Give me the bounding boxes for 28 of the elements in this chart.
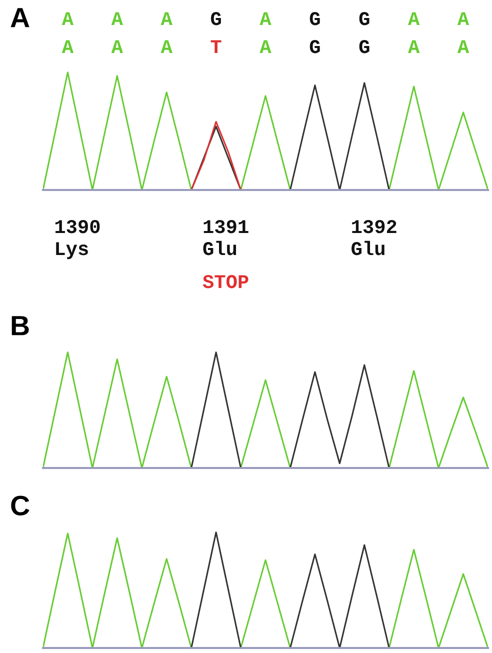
chart-title: C: [11, 496, 30, 516]
text: 1390: [55, 220, 100, 234]
text: 1392: [352, 220, 396, 234]
text: A: [408, 40, 420, 54]
text: A: [457, 12, 470, 26]
text: STOP: [202, 275, 248, 288]
text: A: [260, 40, 272, 54]
text: A: [260, 12, 272, 26]
text: G: [359, 40, 370, 54]
text: G: [359, 12, 370, 26]
text: G: [310, 12, 320, 26]
text: A: [408, 12, 420, 26]
text: A: [160, 40, 172, 54]
text: G: [210, 12, 221, 26]
text: Glu: [203, 240, 236, 256]
text: A: [457, 40, 470, 54]
text: T: [210, 40, 222, 54]
text: A: [111, 40, 123, 54]
text: A: [111, 12, 123, 26]
text: G: [310, 40, 320, 54]
text: A: [62, 40, 74, 54]
text: Lys: [56, 242, 88, 260]
text: A: [160, 12, 172, 26]
text: 1391: [204, 220, 248, 234]
chart-title: B: [12, 316, 29, 336]
chart-title: A: [10, 8, 30, 28]
text: Glu: [352, 240, 384, 256]
text: A: [62, 12, 74, 26]
